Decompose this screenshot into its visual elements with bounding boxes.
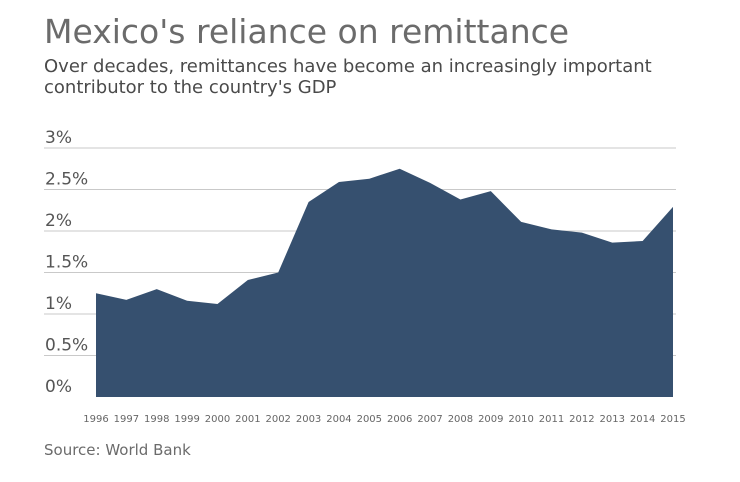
x-tick-label: 2002 — [265, 414, 290, 425]
y-tick-label: 0% — [45, 377, 72, 397]
remittance-area — [96, 169, 673, 397]
x-tick-label: 2004 — [326, 414, 351, 425]
y-tick-label: 1.5% — [45, 253, 88, 273]
source-note: Source: World Bank — [44, 441, 191, 459]
x-tick-label: 1999 — [174, 414, 199, 425]
y-tick-label: 3% — [45, 128, 72, 148]
y-tick-label: 0.5% — [45, 336, 88, 356]
x-tick-label: 2005 — [357, 414, 382, 425]
x-tick-label: 1997 — [114, 414, 139, 425]
y-tick-label: 1% — [45, 294, 72, 314]
data-area — [96, 169, 673, 397]
x-tick-label: 1998 — [144, 414, 169, 425]
x-tick-label: 1996 — [83, 414, 108, 425]
x-tick-label: 2015 — [660, 414, 685, 425]
y-tick-label: 2.5% — [45, 170, 88, 190]
x-tick-label: 2014 — [630, 414, 655, 425]
x-tick-label: 2001 — [235, 414, 260, 425]
y-tick-label: 2% — [45, 211, 72, 231]
x-tick-label: 2013 — [600, 414, 625, 425]
y-axis-labels: 0% 0.5% 1% 1.5% 2% 2.5% 3% — [45, 128, 88, 397]
x-tick-label: 2012 — [569, 414, 594, 425]
x-tick-label: 2011 — [539, 414, 564, 425]
x-tick-label: 2000 — [205, 414, 230, 425]
area-chart: 0% 0.5% 1% 1.5% 2% 2.5% 3% 1996 1997 1998 1999 200… — [0, 0, 740, 440]
x-tick-label: 2003 — [296, 414, 321, 425]
x-tick-label: 2010 — [508, 414, 533, 425]
x-tick-label: 2007 — [417, 414, 442, 425]
x-tick-label: 2009 — [478, 414, 503, 425]
x-tick-label: 2008 — [448, 414, 473, 425]
x-axis-labels: 1996 1997 1998 1999 2000 2001 2002 2003 2004 2005… — [83, 414, 685, 425]
x-tick-label: 2006 — [387, 414, 412, 425]
